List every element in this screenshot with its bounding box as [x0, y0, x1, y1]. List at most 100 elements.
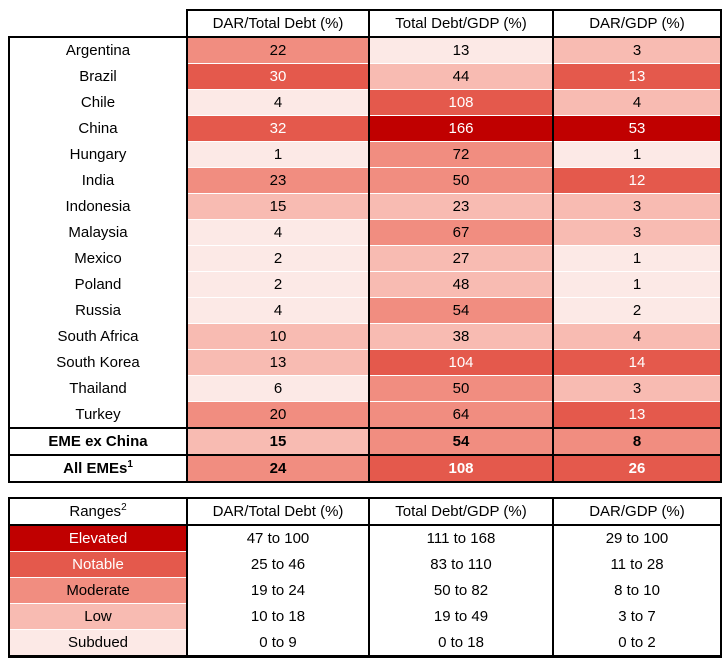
- country-row: Chile 4 108 4: [8, 89, 722, 116]
- row-label: Chile: [8, 89, 188, 116]
- heat-cell: 13: [553, 401, 722, 429]
- heat-cell: 15: [187, 193, 370, 220]
- heat-cell: 1: [553, 141, 722, 168]
- main-table: DAR/Total Debt (%) Total Debt/GDP (%) DA…: [8, 9, 722, 483]
- range-value: 47 to 100: [187, 525, 370, 552]
- ranges-header-row: Ranges2 DAR/Total Debt (%) Total Debt/GD…: [8, 497, 722, 526]
- heat-cell: 50: [369, 375, 554, 402]
- heat-cell: 8: [553, 427, 722, 456]
- ranges-table: Ranges2 DAR/Total Debt (%) Total Debt/GD…: [8, 497, 722, 658]
- row-label: EME ex China: [8, 427, 188, 456]
- heat-cell: 1: [187, 141, 370, 168]
- heat-cell: 44: [369, 63, 554, 90]
- heat-cell: 166: [369, 115, 554, 142]
- row-label: India: [8, 167, 188, 194]
- heat-cell: 53: [553, 115, 722, 142]
- row-label: Argentina: [8, 37, 188, 64]
- country-row: Mexico 2 27 1: [8, 245, 722, 272]
- heat-cell: 50: [369, 167, 554, 194]
- heat-cell: 22: [187, 36, 370, 64]
- heat-cell: 38: [369, 323, 554, 350]
- heat-cell: 2: [187, 271, 370, 298]
- heat-cell: 4: [187, 219, 370, 246]
- row-label: Russia: [8, 297, 188, 324]
- row-label: Indonesia: [8, 193, 188, 220]
- heat-cell: 54: [369, 427, 554, 456]
- ranges-col-header-dar-total-debt: DAR/Total Debt (%): [186, 497, 370, 526]
- col-header-total-debt-gdp: Total Debt/GDP (%): [368, 9, 554, 38]
- country-row: Malaysia 4 67 3: [8, 219, 722, 246]
- range-level-label: Elevated: [8, 524, 188, 552]
- row-label: China: [8, 115, 188, 142]
- range-value: 0 to 2: [553, 629, 722, 658]
- row-label: Poland: [8, 271, 188, 298]
- range-value: 8 to 10: [553, 577, 722, 604]
- heat-cell: 4: [187, 89, 370, 116]
- country-row: Russia 4 54 2: [8, 297, 722, 324]
- heat-cell: 30: [187, 63, 370, 90]
- heat-cell: 108: [369, 89, 554, 116]
- heat-cell: 24: [187, 454, 370, 483]
- row-label: Thailand: [8, 375, 188, 402]
- heat-cell: 72: [369, 141, 554, 168]
- col-header-dar-total-debt: DAR/Total Debt (%): [186, 9, 370, 38]
- range-row: Moderate 19 to 24 50 to 82 8 to 10: [8, 577, 722, 604]
- heat-cell: 23: [369, 193, 554, 220]
- row-label: Hungary: [8, 141, 188, 168]
- country-row: Indonesia 15 23 3: [8, 193, 722, 220]
- row-label: All EMEs1: [8, 454, 188, 483]
- heat-cell: 13: [187, 349, 370, 376]
- range-value: 19 to 24: [187, 577, 370, 604]
- heat-cell: 13: [369, 36, 554, 64]
- heat-cell: 3: [553, 375, 722, 402]
- row-label: Malaysia: [8, 219, 188, 246]
- ranges-title: Ranges2: [8, 497, 188, 526]
- range-value: 11 to 28: [553, 551, 722, 578]
- main-header-row: DAR/Total Debt (%) Total Debt/GDP (%) DA…: [9, 9, 722, 38]
- country-row: India 23 50 12: [8, 167, 722, 194]
- row-label: Turkey: [8, 401, 188, 428]
- range-level-label: Moderate: [8, 577, 188, 604]
- row-label: South Korea: [8, 349, 188, 376]
- heat-cell: 4: [553, 323, 722, 350]
- country-row: Thailand 6 50 3: [8, 375, 722, 402]
- aggregate-row: EME ex China 15 54 8: [8, 427, 722, 456]
- heat-cell: 6: [187, 375, 370, 402]
- country-row: China 32 166 53: [8, 115, 722, 142]
- range-row: Low 10 to 18 19 to 49 3 to 7: [8, 603, 722, 630]
- heat-cell: 20: [187, 401, 370, 429]
- range-value: 50 to 82: [369, 577, 554, 604]
- ranges-title-superscript: 2: [121, 502, 127, 513]
- range-value: 29 to 100: [553, 525, 722, 552]
- heat-cell: 15: [187, 427, 370, 456]
- heat-cell: 26: [553, 454, 722, 483]
- country-row: Hungary 1 72 1: [8, 141, 722, 168]
- heat-cell: 48: [369, 271, 554, 298]
- heat-cell: 104: [369, 349, 554, 376]
- country-row: Brazil 30 44 13: [8, 63, 722, 90]
- heat-cell: 14: [553, 349, 722, 376]
- heat-cell: 4: [553, 89, 722, 116]
- heat-cell: 54: [369, 297, 554, 324]
- country-row: Turkey 20 64 13: [8, 401, 722, 429]
- range-row: Elevated 47 to 100 111 to 168 29 to 100: [8, 524, 722, 552]
- heat-cell: 13: [553, 63, 722, 90]
- aggregate-row: All EMEs1 24 108 26: [8, 454, 722, 483]
- heat-cell: 2: [187, 245, 370, 272]
- heat-cell: 4: [187, 297, 370, 324]
- range-value: 83 to 110: [369, 551, 554, 578]
- range-value: 111 to 168: [369, 525, 554, 552]
- range-value: 0 to 9: [187, 629, 370, 658]
- heat-cell: 1: [553, 271, 722, 298]
- range-level-label: Low: [8, 603, 188, 630]
- col-header-dar-gdp: DAR/GDP (%): [552, 9, 722, 38]
- range-level-label: Subdued: [8, 629, 188, 658]
- heat-cell: 67: [369, 219, 554, 246]
- country-row: Poland 2 48 1: [8, 271, 722, 298]
- heat-cell: 3: [553, 219, 722, 246]
- heat-cell: 23: [187, 167, 370, 194]
- heat-cell: 2: [553, 297, 722, 324]
- heat-cell: 64: [369, 401, 554, 429]
- ranges-col-header-total-debt-gdp: Total Debt/GDP (%): [368, 497, 554, 526]
